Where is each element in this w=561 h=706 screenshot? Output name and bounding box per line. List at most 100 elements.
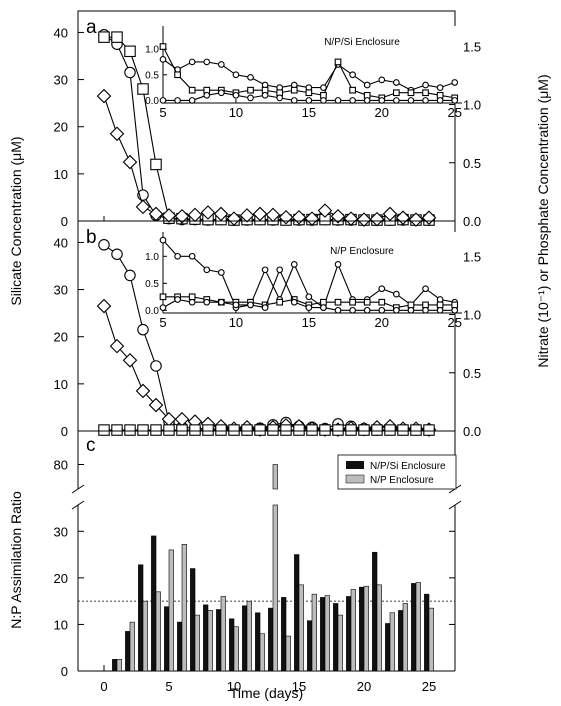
- panel-b-series-0-point: [137, 323, 149, 336]
- panel-c-bar-np: [311, 593, 317, 672]
- panel-b-inset-series-1-point: [451, 301, 459, 309]
- panel-a-series-2-point: [356, 212, 372, 227]
- panel-a-inset-series-1-point: [305, 89, 313, 97]
- panel-b-inset-series-2-point: [436, 306, 444, 314]
- panel-b-inset-series-2-point: [393, 306, 400, 314]
- panel-b-inset-series-1-point: [349, 298, 356, 306]
- panel-a-inset-x-tick-label: 15: [302, 105, 316, 120]
- panel-c-bar-np-si: [294, 554, 300, 672]
- panel-c-bar-np: [350, 589, 356, 672]
- panel-a-inset-series-1-point: [349, 86, 356, 94]
- panel-b-series-0-point: [150, 360, 162, 372]
- panel-b-series-2-point: [202, 424, 214, 436]
- panel-c-y-tick-label: 10: [54, 617, 68, 632]
- panel-b-series-2-point: [410, 424, 422, 436]
- panel-b-inset-series-0-point: [436, 296, 444, 303]
- panel-c-bar-np-si: [138, 564, 144, 672]
- panel-c-legend-swatch-1: [345, 474, 365, 484]
- panel-b-inset-series-1-point: [436, 301, 444, 309]
- panel-a-series-2-point: [330, 209, 346, 224]
- panel-b-inset-series-1-point: [422, 301, 429, 309]
- panel-b-inset-series-2-point: [174, 296, 181, 303]
- panel-a-right-tick-label: 1.0: [463, 98, 481, 113]
- panel-c-y-tick-label-upper: 80: [54, 458, 68, 473]
- panel-a-inset-series-2-point: [378, 97, 386, 104]
- panel-c-y-tick-label: 20: [54, 571, 68, 586]
- panel-b-left-tick-label: 10: [54, 377, 68, 392]
- panel-c-break-mark-top-0: [71, 484, 85, 494]
- panel-b-inset-x-tick-label: 5: [159, 315, 166, 330]
- panel-a-inset-series-0-point: [217, 61, 225, 68]
- panel-b-inset-series-2-point: [422, 306, 429, 314]
- panel-c-bar-np: [194, 614, 200, 672]
- panel-a-inset-series-2-point: [203, 91, 211, 99]
- panel-a-series-2-point: [135, 199, 151, 215]
- panel-b-inset-series-1-point: [320, 298, 327, 306]
- panel-a-series-2-point: [213, 206, 229, 222]
- panel-b-series-2-point: [98, 424, 110, 436]
- panel-b-series-2-point: [397, 424, 409, 436]
- panel-b-series-2-point: [358, 424, 370, 436]
- panel-a-inset-series-0-point: [188, 58, 196, 66]
- panel-c-bar-np: [155, 591, 161, 672]
- panel-b-inset-series-0-point: [378, 285, 386, 293]
- panel-b-series-2-point: [150, 424, 162, 436]
- panel-c-bar-np: [181, 544, 187, 672]
- panel-c-legend-label-0: N/P/Si Enclosure: [370, 461, 446, 472]
- panel-c-bar-np: [324, 595, 330, 672]
- panel-b-series-1-point: [148, 397, 164, 413]
- panel-a-series-2-point: [200, 205, 216, 220]
- panel-a-series-2-point: [148, 206, 164, 222]
- panel-b-series-2-point: [384, 424, 396, 436]
- panel-b-left-tick-label: 30: [54, 283, 68, 298]
- panel-a-inset-series-0-point: [422, 81, 429, 89]
- panel-b-inset-series-2-point: [232, 301, 240, 309]
- panel-c-bar-np: [285, 635, 291, 672]
- panel-b-series-2-point: [293, 424, 305, 436]
- panel-b-series-2-point: [111, 424, 123, 436]
- panel-a-inset-series-0-point: [451, 79, 459, 86]
- panel-c-bar-np-si: [112, 659, 118, 672]
- panel-a-inset-y-tick-label: 1.0: [145, 45, 159, 56]
- panel-c-bar-np: [129, 621, 135, 672]
- panel-b-inset-series-2-point: [320, 304, 327, 311]
- panel-a-series-2-point: [122, 154, 138, 170]
- panel-b-right-tick-label: 0.0: [463, 424, 481, 439]
- panel-a-inset-series-1-point: [393, 89, 400, 97]
- panel-b-left-tick-label: 20: [54, 330, 68, 345]
- panel-b-inset-series-1-point: [407, 301, 415, 309]
- panel-a-left-tick-label: 40: [54, 25, 68, 40]
- panel-c-bar-np-si: [177, 621, 183, 672]
- panel-c-bar-np: [142, 600, 148, 672]
- panel-a-inset-series-0-point: [363, 81, 371, 89]
- panel-a-series-2-point: [317, 203, 333, 218]
- panel-a-inset-series-2-point: [407, 97, 415, 104]
- panel-a-series-1-point: [137, 83, 149, 95]
- panel-b-inset-series-0-point: [422, 285, 429, 293]
- panel-a-inset-series-1-point: [247, 86, 254, 94]
- panel-a-inset-series-0-point: [436, 84, 444, 91]
- panel-c-letter: c: [86, 435, 96, 456]
- panel-a-series-2-point: [174, 209, 190, 224]
- panel-a-inset-series-2-point: [349, 97, 356, 104]
- panel-b-inset-series-2-point: [378, 306, 386, 314]
- panel-c-bar-np-si: [190, 568, 196, 672]
- panel-a-right-tick-label: 0.5: [463, 156, 481, 171]
- panel-a-series-1-point: [98, 31, 110, 43]
- panel-a-inset-series-2-point: [422, 97, 429, 104]
- panel-a-inset-series-2-point: [393, 97, 400, 104]
- panel-b-inset-series-2-point: [261, 304, 269, 311]
- panel-b-series-2-point: [371, 424, 383, 436]
- panel-a-inset-series-0-point: [203, 58, 211, 66]
- panel-c-bar-np-si: [424, 593, 430, 672]
- panel-a-inset-series-2-point: [174, 97, 181, 104]
- panel-a-series-2-point: [96, 88, 112, 104]
- panel-c-bar-np-si: [333, 603, 339, 672]
- panel-b-inset-series-2-point: [217, 298, 225, 306]
- panel-b-series-1-point: [109, 338, 125, 354]
- panel-b-inset-series-1-point: [334, 298, 342, 306]
- panel-c-y-tick-label: 30: [54, 524, 68, 539]
- panel-b-inset-series-2-point: [188, 298, 196, 306]
- panel-b-series-1-point: [122, 353, 138, 368]
